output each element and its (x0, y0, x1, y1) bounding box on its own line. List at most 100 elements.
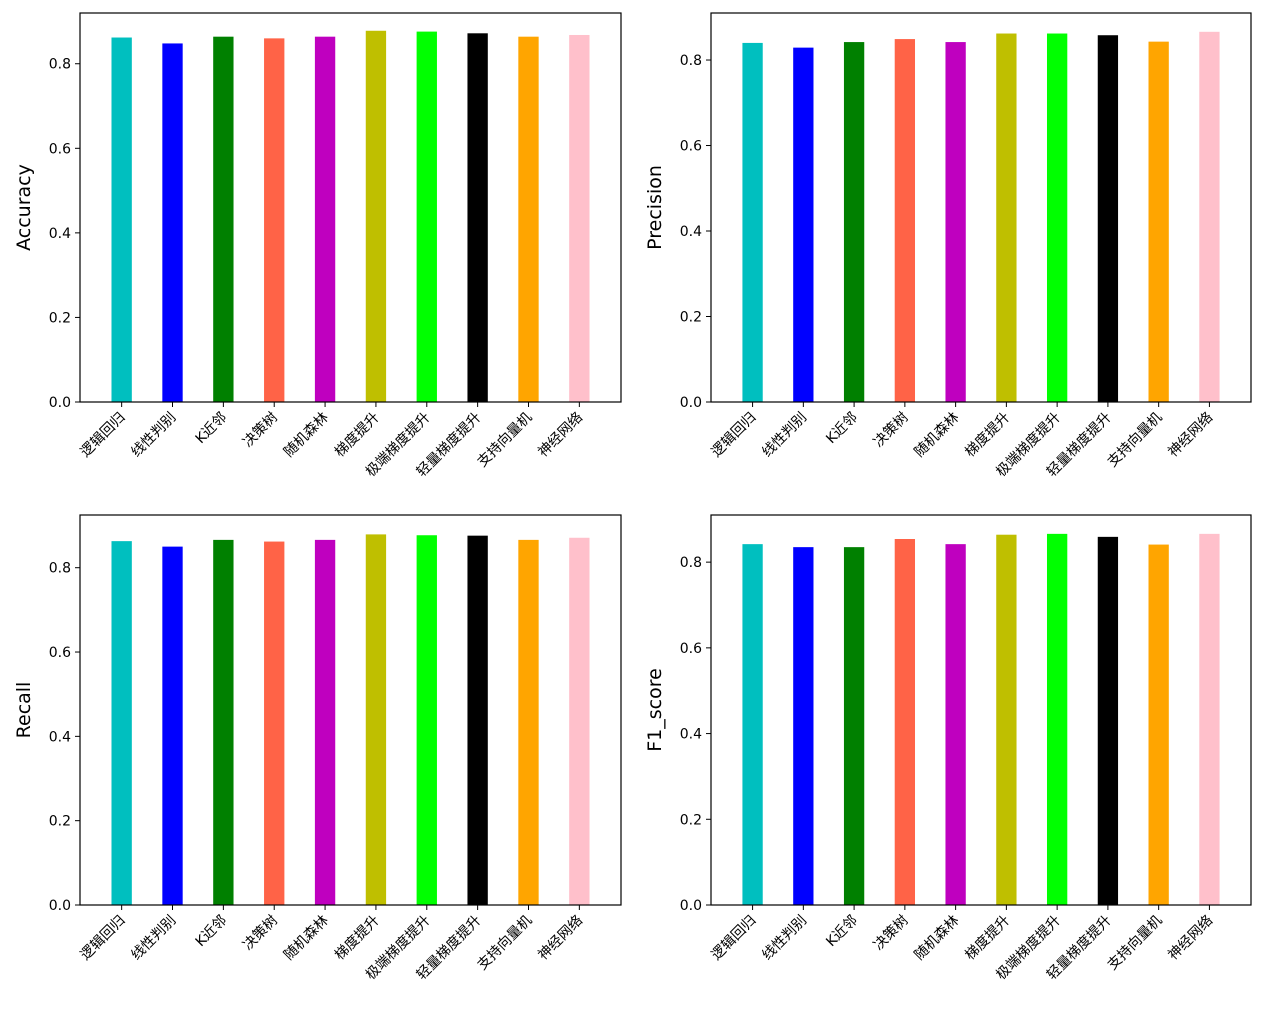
bar-3 (843, 42, 865, 402)
bar-9 (1148, 41, 1169, 402)
bar-10 (1199, 533, 1220, 905)
bar-3 (213, 36, 234, 403)
bar-2 (162, 546, 183, 905)
subplot-2: 0.0 0.2 0.4 0.6 0.8 Precision 逻辑回归 线性判别 K近邻 决策树 随机… (644, 12, 1252, 480)
bar-9 (1148, 544, 1169, 905)
x-tick-label: 神经网络 (535, 410, 586, 461)
y-tick-label: 0.8 (680, 53, 702, 69)
y-axis-label: Recall (13, 682, 35, 739)
bar-2 (162, 43, 183, 402)
x-tick-label: K近邻 (193, 410, 231, 448)
bar-6 (365, 30, 387, 402)
y-tick-label: 0.0 (49, 395, 71, 411)
bar-7 (416, 31, 437, 402)
x-tick-label: K近邻 (823, 410, 861, 448)
x-tick-label: 随机森林 (281, 410, 332, 461)
axes-frame (79, 12, 622, 403)
x-tick-label: 逻辑回归 (77, 912, 129, 964)
y-tick-label: 0.8 (49, 561, 71, 577)
x-tick-label: 梯度提升 (962, 410, 1013, 461)
bar-7 (416, 535, 437, 905)
y-tick-label: 0.6 (680, 139, 702, 155)
bar-3 (843, 547, 865, 905)
y-tick-label: 0.6 (49, 645, 71, 661)
bar-4 (894, 39, 916, 402)
bar-4 (264, 38, 285, 403)
bar-2 (793, 47, 814, 402)
x-tick-label: 决策树 (870, 409, 912, 451)
y-tick-label: 0.4 (49, 226, 71, 242)
x-tick-label: 逻辑回归 (708, 409, 760, 461)
x-tick-label: 神经网络 (1165, 913, 1216, 964)
x-tick-label: K近邻 (823, 913, 861, 951)
y-tick-label: 0.2 (49, 310, 71, 326)
y-tick-label: 0.0 (49, 898, 71, 914)
x-tick-label: 线性判别 (759, 410, 810, 461)
x-tick-label: 支持向量机 (475, 410, 536, 471)
y-tick-label: 0.6 (680, 641, 702, 657)
bar-9 (518, 539, 539, 905)
bar-1 (742, 544, 763, 905)
bar-5 (314, 539, 336, 905)
axes-frame (710, 514, 1252, 906)
y-tick-label: 0.2 (49, 814, 71, 830)
y-tick-label: 0.6 (49, 141, 71, 157)
bar-2 (793, 547, 814, 905)
bar-6 (996, 534, 1017, 905)
y-tick-label: 0.8 (680, 555, 702, 571)
x-tick-label: 梯度提升 (332, 410, 383, 461)
y-tick-label: 0.0 (680, 395, 702, 411)
bar-9 (518, 36, 539, 403)
bar-1 (111, 541, 132, 905)
bar-8 (1097, 536, 1119, 905)
x-tick-label: 支持向量机 (1105, 410, 1166, 471)
y-tick-label: 0.4 (49, 729, 71, 745)
x-tick-label: 决策树 (239, 409, 281, 451)
x-tick-label: K近邻 (193, 913, 231, 951)
x-tick-label: 梯度提升 (332, 913, 383, 964)
x-tick-label: 随机森林 (281, 913, 332, 964)
bar-10 (569, 34, 590, 403)
x-tick-label: 神经网络 (535, 913, 586, 964)
bar-8 (1097, 35, 1119, 402)
bar-4 (894, 539, 916, 905)
bar-5 (945, 42, 966, 402)
x-tick-label: 线性判别 (128, 410, 179, 461)
x-tick-label: 线性判别 (128, 913, 179, 964)
bar-4 (264, 541, 285, 905)
y-axis-label: Precision (644, 165, 666, 250)
bar-5 (314, 36, 336, 403)
y-tick-label: 0.4 (680, 224, 702, 240)
x-tick-label: 支持向量机 (475, 913, 536, 974)
bar-10 (569, 537, 590, 905)
y-tick-label: 0.2 (680, 310, 702, 326)
bar-8 (467, 33, 488, 403)
bar-8 (467, 535, 488, 905)
y-tick-label: 0.2 (680, 812, 702, 828)
subplot-4: 0.0 0.2 0.4 0.6 0.8 F1_score 逻辑回归 线性判别 K近邻 决策树 随机森… (644, 514, 1252, 983)
bar-6 (365, 534, 387, 905)
x-tick-label: 神经网络 (1165, 410, 1216, 461)
x-tick-label: 决策树 (239, 912, 281, 954)
bar-7 (1046, 33, 1068, 403)
x-tick-label: 随机森林 (912, 913, 963, 964)
x-tick-label: 逻辑回归 (708, 912, 760, 964)
bar-6 (996, 33, 1017, 403)
bar-7 (1046, 533, 1068, 905)
y-tick-label: 0.4 (680, 727, 702, 743)
bar-1 (742, 42, 763, 403)
axes-frame (710, 12, 1252, 403)
x-tick-label: 梯度提升 (962, 913, 1013, 964)
bar-3 (213, 539, 234, 905)
y-tick-label: 0.0 (680, 898, 702, 914)
bar-1 (111, 37, 132, 403)
axes-frame (79, 514, 622, 906)
x-tick-label: 随机森林 (912, 410, 963, 461)
subplot-3: 0.0 0.2 0.4 0.6 0.8 Recall 逻辑回归 线性判别 K近邻 决策树 随机森林梯… (13, 514, 622, 983)
y-axis-label: Accuracy (13, 164, 35, 251)
y-tick-label: 0.8 (49, 57, 71, 73)
bar-10 (1199, 31, 1220, 403)
x-tick-label: 支持向量机 (1105, 913, 1166, 974)
x-tick-label: 线性判别 (759, 913, 810, 964)
